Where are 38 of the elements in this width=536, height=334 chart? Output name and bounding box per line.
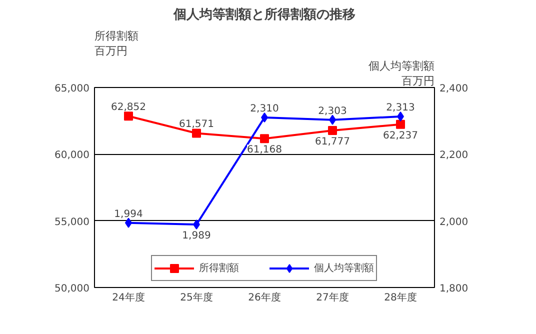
- y-tick-label: 60,000: [54, 150, 90, 162]
- data-label: 61,571: [179, 119, 214, 130]
- x-tick-label: 28年度: [384, 292, 417, 304]
- y-tick-label: 65,000: [54, 84, 90, 94]
- text: 百万円: [402, 74, 434, 88]
- point: [396, 120, 405, 129]
- data-label: 2,310: [250, 104, 279, 114]
- x-tick-label: 27年度: [316, 292, 349, 304]
- x-tick-label: 25年度: [180, 292, 213, 304]
- legend-label: 個人均等割額: [314, 262, 374, 275]
- data-label: 61,777: [315, 136, 350, 148]
- y2-tick-label: 2,000: [440, 216, 468, 228]
- data-label: 61,168: [247, 144, 282, 156]
- point: [192, 128, 201, 138]
- chart-title: 個人均等割額と所得割額の推移: [172, 6, 356, 22]
- data-label: 1,994: [114, 208, 143, 220]
- x-tick-label: 24年度: [112, 292, 145, 304]
- point: [397, 112, 404, 122]
- y2-tick-label: 1,800: [440, 284, 468, 294]
- point: [124, 112, 133, 121]
- y2-axis-title: 個人均等割額: [368, 60, 434, 72]
- point: [260, 134, 269, 144]
- text: 百万円: [94, 44, 128, 58]
- y2-tick-label: 2,400: [440, 84, 468, 94]
- data-label: 2,313: [386, 102, 415, 114]
- x-tick-label: 26年度: [248, 292, 281, 304]
- y-axis-title: 所得割額: [94, 30, 138, 42]
- y-tick-label: 55,000: [54, 216, 90, 228]
- data-label: 62,852: [111, 102, 146, 114]
- data-label: 62,237: [383, 130, 418, 142]
- data-label: 1,989: [182, 230, 211, 242]
- point: [328, 126, 337, 135]
- point: [261, 112, 268, 122]
- legend-label: 所得割額: [199, 262, 239, 275]
- point: [193, 220, 200, 230]
- y2-tick-label: 2,200: [440, 150, 468, 162]
- y-tick-label: 50,000: [54, 284, 90, 294]
- data-label: 2,303: [318, 106, 347, 117]
